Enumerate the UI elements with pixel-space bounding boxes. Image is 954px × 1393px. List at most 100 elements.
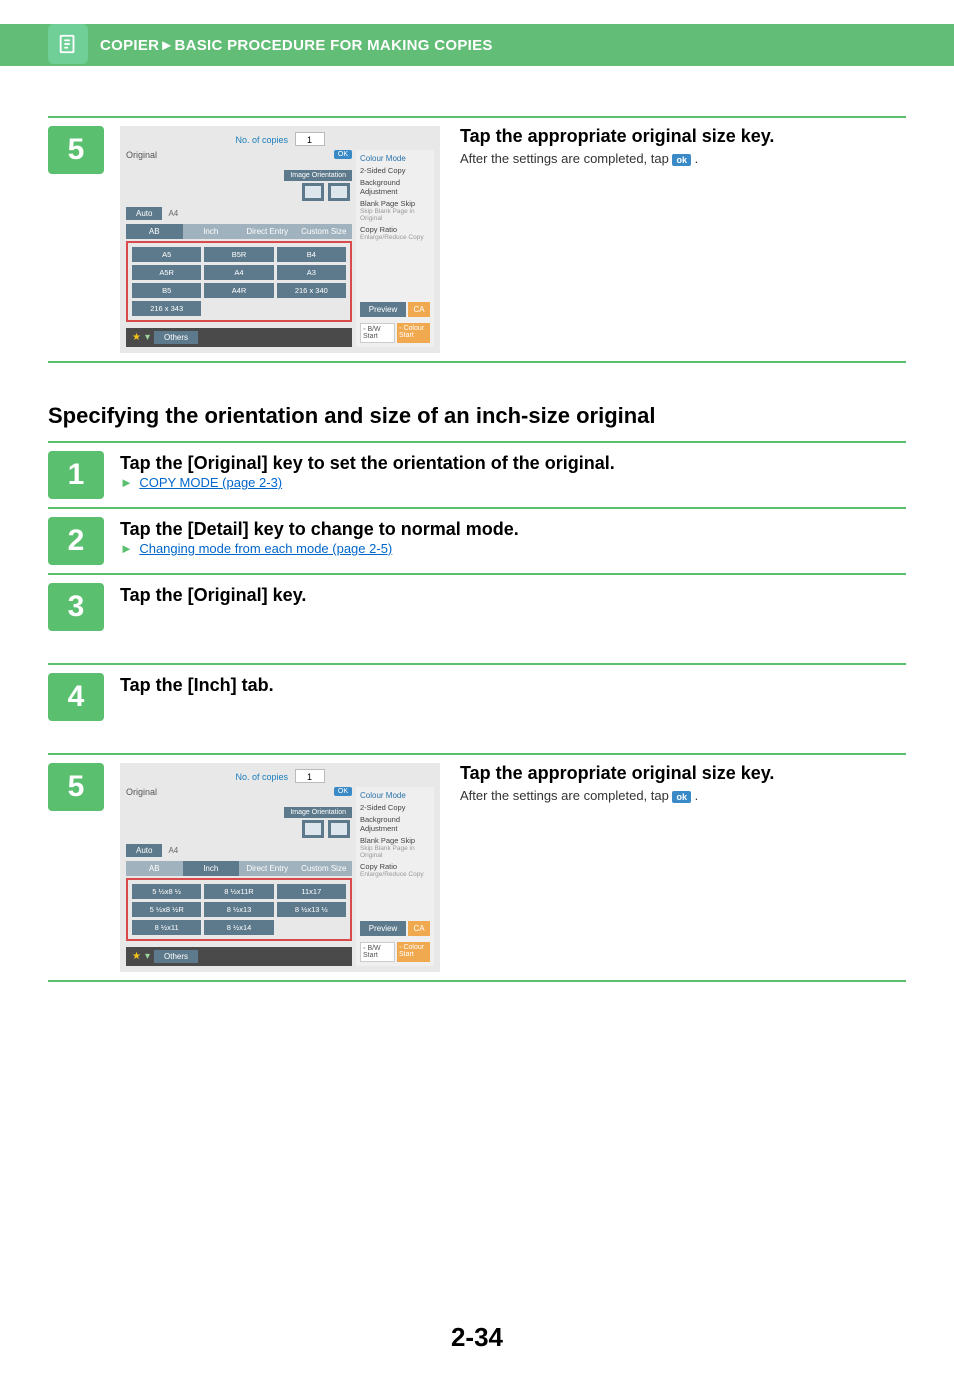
chevron-down-icon[interactable]: ▾ xyxy=(145,332,150,343)
others-button[interactable]: Others xyxy=(154,950,198,963)
ca-button[interactable]: CA xyxy=(408,921,430,936)
bw-start-button[interactable]: ◦ B/W Start xyxy=(360,942,395,962)
step5a-subtext: After the settings are completed, tap ok… xyxy=(460,151,774,166)
tab-inch[interactable]: Inch xyxy=(183,861,240,876)
copies-value: 1 xyxy=(295,132,325,146)
size-button[interactable]: B5R xyxy=(204,247,273,262)
side-item-blank-skip[interactable]: Blank Page Skip xyxy=(360,837,430,845)
screenshot-ab: No. of copies 1 Original OK Image Orient… xyxy=(120,126,440,353)
size-button[interactable]: A5 xyxy=(132,247,201,262)
size-tabs: AB Inch Direct Entry Custom Size xyxy=(126,861,352,876)
step4-title: Tap the [Inch] tab. xyxy=(120,675,906,696)
tab-custom-size[interactable]: Custom Size xyxy=(296,861,353,876)
size-button[interactable]: 8 ½x13 xyxy=(204,902,273,917)
size-button[interactable]: 216 x 343 xyxy=(132,301,201,316)
step2-title: Tap the [Detail] key to change to normal… xyxy=(120,519,906,540)
size-tabs: AB Inch Direct Entry Custom Size xyxy=(126,224,352,239)
preview-button[interactable]: Preview xyxy=(360,302,406,317)
original-label: Original xyxy=(126,787,157,797)
ok-icon: ok xyxy=(672,154,691,166)
side-item-2sided[interactable]: 2-Sided Copy xyxy=(360,804,430,812)
ca-button[interactable]: CA xyxy=(408,302,430,317)
size-button[interactable]: 8 ½x11 xyxy=(132,920,201,935)
detected-size: A4 xyxy=(168,209,178,218)
size-button[interactable]: 5 ½x8 ½ xyxy=(132,884,201,899)
tab-custom-size[interactable]: Custom Size xyxy=(296,224,353,239)
link-arrow-icon: ► xyxy=(120,541,133,556)
step5b-title: Tap the appropriate original size key. xyxy=(460,763,774,784)
section-heading: Specifying the orientation and size of a… xyxy=(48,403,906,429)
size-button[interactable]: 8 ½x13 ½ xyxy=(277,902,346,917)
header-bar: COPIER►BASIC PROCEDURE FOR MAKING COPIES xyxy=(0,24,954,66)
step-number: 1 xyxy=(48,451,104,499)
step-number: 3 xyxy=(48,583,104,631)
auto-button[interactable]: Auto xyxy=(126,844,162,857)
link-arrow-icon: ► xyxy=(120,475,133,490)
favorite-icon[interactable]: ★ xyxy=(132,332,141,343)
copies-value: 1 xyxy=(295,769,325,783)
step5a-title: Tap the appropriate original size key. xyxy=(460,126,774,147)
side-item-copy-ratio-sub: Enlarge/Reduce Copy xyxy=(360,871,430,878)
colour-mode-heading: Colour Mode xyxy=(360,791,430,800)
side-item-copy-ratio[interactable]: Copy Ratio xyxy=(360,226,430,234)
bw-start-button[interactable]: ◦ B/W Start xyxy=(360,323,395,343)
preview-button[interactable]: Preview xyxy=(360,921,406,936)
auto-button[interactable]: Auto xyxy=(126,207,162,220)
screenshot-inch: No. of copies 1 Original OK Image Orient… xyxy=(120,763,440,972)
size-button[interactable]: B4 xyxy=(277,247,346,262)
side-item-bg-adjust[interactable]: Background Adjustment xyxy=(360,816,430,833)
size-button[interactable]: A3 xyxy=(277,265,346,280)
image-orientation-label: Image Orientation xyxy=(284,807,352,818)
others-button[interactable]: Others xyxy=(154,331,198,344)
image-orientation-label: Image Orientation xyxy=(284,170,352,181)
tab-direct-entry[interactable]: Direct Entry xyxy=(239,861,296,876)
size-button[interactable]: A4 xyxy=(204,265,273,280)
orientation-landscape-button[interactable] xyxy=(328,820,350,838)
changing-mode-link[interactable]: Changing mode from each mode (page 2-5) xyxy=(139,541,392,556)
colour-start-button[interactable]: ◦ Colour Start xyxy=(397,942,430,962)
colour-start-button[interactable]: ◦ Colour Start xyxy=(397,323,430,343)
favorite-icon[interactable]: ★ xyxy=(132,951,141,962)
step-number: 5 xyxy=(48,126,104,174)
ok-button[interactable]: OK xyxy=(334,150,352,159)
orientation-portrait-button[interactable] xyxy=(302,820,324,838)
size-button-grid: A5 B5R B4 A5R A4 A3 B5 A4R 216 x 340 216… xyxy=(126,241,352,322)
orientation-landscape-button[interactable] xyxy=(328,183,350,201)
breadcrumb: COPIER►BASIC PROCEDURE FOR MAKING COPIES xyxy=(100,37,493,54)
step-number: 4 xyxy=(48,673,104,721)
tab-inch[interactable]: Inch xyxy=(183,224,240,239)
copy-mode-link[interactable]: COPY MODE (page 2-3) xyxy=(139,475,282,490)
manual-section-icon xyxy=(48,24,88,64)
chevron-down-icon[interactable]: ▾ xyxy=(145,951,150,962)
size-button[interactable]: 216 x 340 xyxy=(277,283,346,298)
size-button[interactable]: B5 xyxy=(132,283,201,298)
size-button[interactable]: 11x17 xyxy=(277,884,346,899)
size-button[interactable]: 5 ½x8 ½R xyxy=(132,902,201,917)
colour-mode-heading: Colour Mode xyxy=(360,154,430,163)
tab-ab[interactable]: AB xyxy=(126,861,183,876)
size-button-grid: 5 ½x8 ½ 8 ½x11R 11x17 5 ½x8 ½R 8 ½x13 8 … xyxy=(126,878,352,941)
size-button[interactable]: A4R xyxy=(204,283,273,298)
side-panel: Colour Mode 2-Sided Copy Background Adju… xyxy=(356,150,434,347)
tab-direct-entry[interactable]: Direct Entry xyxy=(239,224,296,239)
ok-icon: ok xyxy=(672,791,691,803)
side-item-blank-skip-sub: Skip Blank Page in Original xyxy=(360,208,430,222)
side-item-blank-skip[interactable]: Blank Page Skip xyxy=(360,200,430,208)
orientation-portrait-button[interactable] xyxy=(302,183,324,201)
step5b-subtext: After the settings are completed, tap ok… xyxy=(460,788,774,803)
size-button[interactable]: 8 ½x14 xyxy=(204,920,273,935)
side-panel: Colour Mode 2-Sided Copy Background Adju… xyxy=(356,787,434,966)
tab-ab[interactable]: AB xyxy=(126,224,183,239)
size-button[interactable]: A5R xyxy=(132,265,201,280)
size-button[interactable]: 8 ½x11R xyxy=(204,884,273,899)
side-item-copy-ratio[interactable]: Copy Ratio xyxy=(360,863,430,871)
step1-title: Tap the [Original] key to set the orient… xyxy=(120,453,906,474)
page-number: 2-34 xyxy=(48,1322,906,1353)
step-number: 2 xyxy=(48,517,104,565)
copies-label: No. of copies xyxy=(235,772,288,782)
side-item-2sided[interactable]: 2-Sided Copy xyxy=(360,167,430,175)
side-item-copy-ratio-sub: Enlarge/Reduce Copy xyxy=(360,234,430,241)
side-item-bg-adjust[interactable]: Background Adjustment xyxy=(360,179,430,196)
ok-button[interactable]: OK xyxy=(334,787,352,796)
step3-title: Tap the [Original] key. xyxy=(120,585,906,606)
